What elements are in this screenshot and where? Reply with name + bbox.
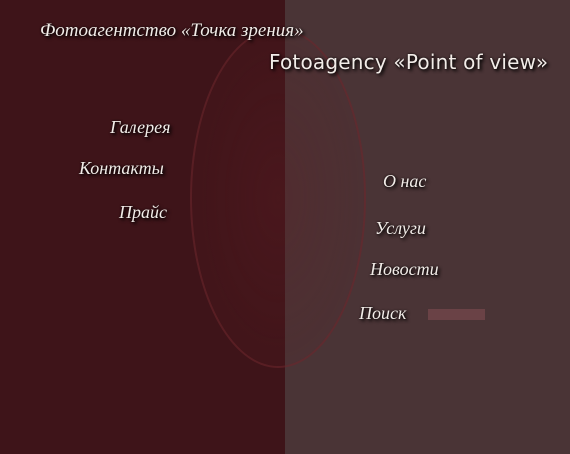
site-title-en: Fotoagency «Point of view»: [269, 50, 549, 74]
nav-link-price[interactable]: Прайс: [119, 202, 167, 222]
nav-link-services[interactable]: Услуги: [375, 218, 426, 238]
nav-link-news[interactable]: Новости: [370, 259, 439, 279]
site-title-ru: Фотоагентство «Точка зрения»: [40, 20, 304, 41]
search-label: Поиск: [359, 303, 407, 323]
decorative-oval: [190, 28, 366, 368]
nav-link-about[interactable]: О нас: [383, 171, 427, 191]
nav-link-gallery[interactable]: Галерея: [110, 117, 171, 137]
search-input[interactable]: [428, 309, 485, 320]
nav-link-contacts[interactable]: Контакты: [79, 158, 164, 178]
